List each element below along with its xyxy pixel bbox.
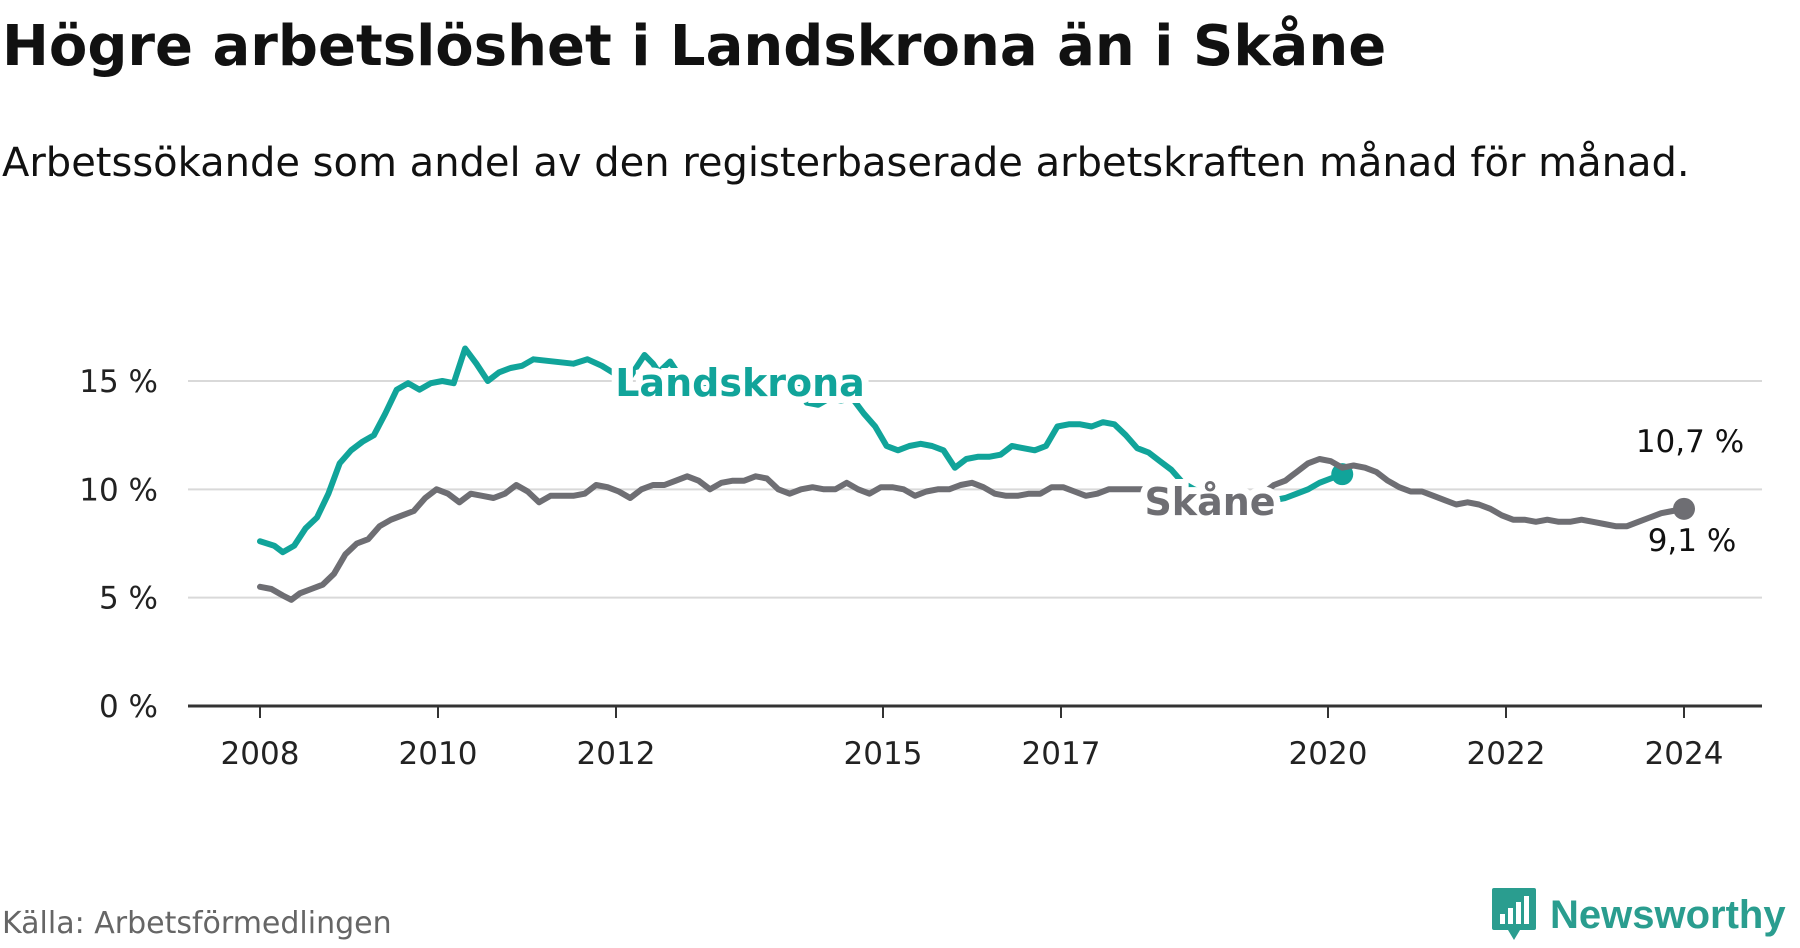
chart-subtitle: Arbetssökande som andel av den registerb… xyxy=(2,140,1690,186)
x-tick-label: 2010 xyxy=(399,736,478,772)
series-label-layer: Landskrona Skåne 10,7 % 9,1 % xyxy=(608,354,1744,559)
series-label-landskrona: Landskrona xyxy=(615,361,865,405)
newsworthy-logo[interactable]: Newsworthy xyxy=(1490,886,1786,944)
x-tick-label: 2012 xyxy=(577,736,656,772)
bar-chart-icon xyxy=(1492,888,1536,940)
logo-text: Newsworthy xyxy=(1550,892,1786,937)
series-layer xyxy=(257,345,1695,603)
end-value-landskrona: 10,7 % xyxy=(1636,424,1744,460)
source-note: Källa: Arbetsförmedlingen xyxy=(2,906,392,941)
x-tick-label: 2017 xyxy=(1022,736,1101,772)
x-tick-label: 2024 xyxy=(1645,736,1724,772)
x-tick-label: 2020 xyxy=(1289,736,1368,772)
end-value-skane: 9,1 % xyxy=(1648,523,1737,559)
series-label-skane: Skåne xyxy=(1144,480,1275,524)
x-tick-label: 2015 xyxy=(844,736,923,772)
y-tick-label: 5 % xyxy=(99,581,158,617)
series-end-point xyxy=(1673,497,1695,520)
chart-title: Högre arbetslöshet i Landskrona än i Skå… xyxy=(2,14,1387,79)
tick-label-layer: 0 % 5 % 10 % 15 % 2008 2010 2012 2015 2017 2020 20… xyxy=(79,364,1723,772)
x-tick-label: 2022 xyxy=(1467,736,1546,772)
grid-layer xyxy=(188,380,1762,708)
y-tick-label: 0 % xyxy=(99,689,158,725)
series-line-skane xyxy=(257,456,1687,603)
y-tick-label: 10 % xyxy=(79,472,158,508)
y-tick-label: 15 % xyxy=(79,364,158,400)
x-tick-label: 2008 xyxy=(221,736,300,772)
series-line-landskrona xyxy=(257,345,1346,556)
